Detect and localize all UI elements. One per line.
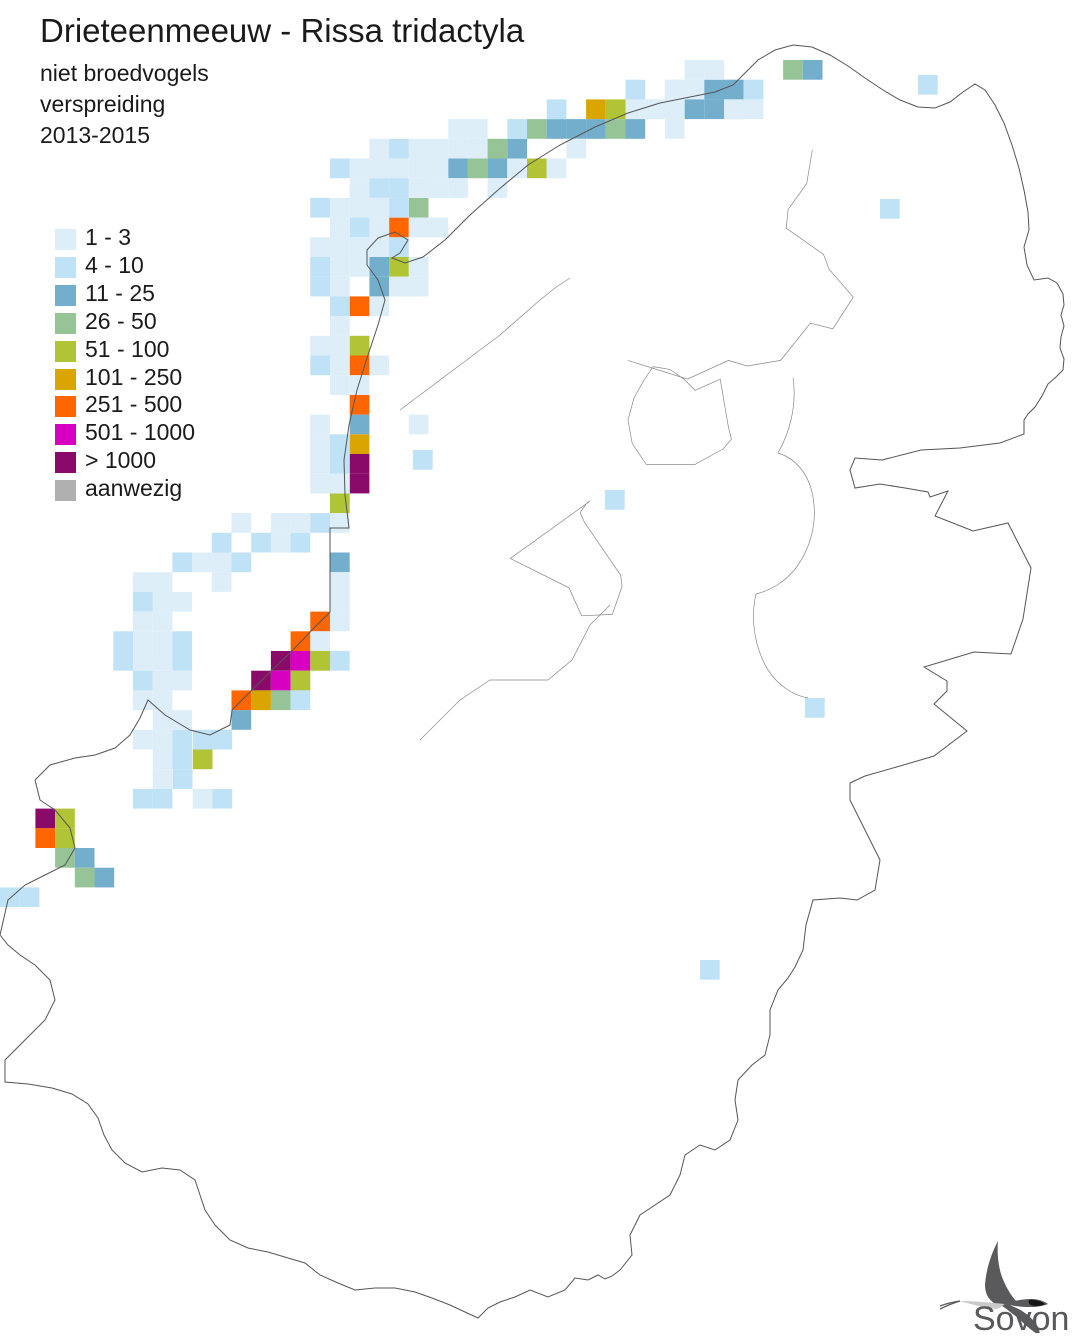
- svg-text:Sovon: Sovon: [973, 1300, 1069, 1333]
